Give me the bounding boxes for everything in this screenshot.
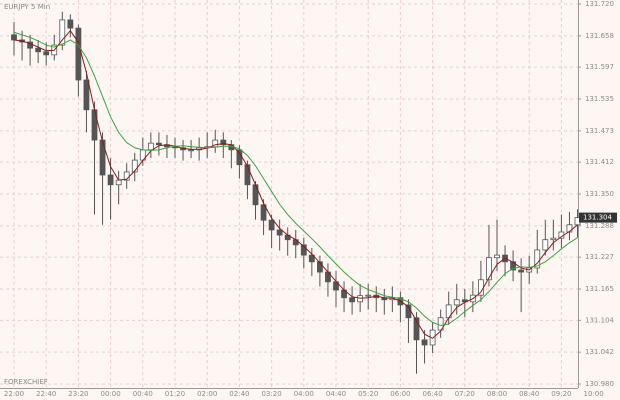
moving-average [13, 31, 578, 326]
x-tick-label: 06:40 [423, 390, 443, 398]
candle-body [357, 295, 364, 303]
x-tick-label: 02:00 [197, 390, 217, 398]
y-tick-label: 131.473 [585, 127, 614, 135]
y-tick-label: 131.412 [585, 158, 614, 166]
x-tick-label: 23:20 [68, 390, 88, 398]
y-tick-label: 131.597 [585, 63, 614, 71]
candle-body [220, 139, 227, 146]
y-tick-label: 131.288 [585, 222, 614, 230]
candle-body [212, 139, 219, 148]
y-tick-label: 131.658 [585, 32, 614, 40]
y-tick-label: 131.535 [585, 95, 614, 103]
candle-body [99, 139, 106, 176]
candle-body [147, 142, 154, 151]
candle-body [494, 254, 500, 259]
x-tick-label: 02:40 [229, 390, 249, 398]
candle-body [316, 261, 323, 273]
candle-body [35, 47, 42, 53]
watermark: FOREXCHIEF [4, 378, 48, 386]
last-price-label: 131.304 [583, 214, 612, 222]
x-tick-label: 09:20 [551, 390, 571, 398]
x-tick-label: 08:40 [519, 390, 539, 398]
candle-body [188, 149, 195, 152]
candle-body [260, 204, 267, 221]
candle-body [349, 297, 356, 303]
candle-body [413, 317, 420, 341]
candle-body [236, 149, 243, 166]
x-tick-label: 06:00 [390, 390, 410, 398]
candle-body [91, 109, 98, 141]
last-price-marker [579, 212, 617, 223]
candle-body [292, 239, 299, 246]
candle-body [365, 294, 372, 297]
candle-body [67, 19, 74, 29]
x-tick-label: 00:40 [133, 390, 153, 398]
candle-body [43, 51, 50, 56]
candle-body [308, 254, 315, 263]
y-tick-label: 131.042 [585, 348, 614, 356]
candle-body [115, 179, 122, 186]
candle-body [486, 257, 492, 281]
x-tick-label: 04:40 [326, 390, 346, 398]
y-tick-label: 131.720 [585, 0, 614, 8]
candle-body [107, 174, 114, 186]
candle-body [477, 279, 484, 296]
chart-title: EURJPY 5 Min [4, 3, 50, 11]
candle-body [155, 142, 162, 146]
candle-body [550, 237, 557, 241]
x-tick-label: 05:20 [358, 390, 378, 398]
moving-average [13, 29, 578, 339]
y-tick-label: 131.104 [585, 316, 614, 324]
x-tick-label: 00:00 [101, 390, 121, 398]
candle-body [421, 339, 428, 346]
x-tick-label: 03:20 [262, 390, 282, 398]
x-tick-label: 08:00 [487, 390, 507, 398]
x-tick-label: 07:20 [455, 390, 475, 398]
y-tick-label: 131.350 [585, 190, 614, 198]
candle-body [534, 249, 541, 269]
candle-body [83, 79, 90, 111]
candle-body [131, 159, 138, 173]
x-tick-label: 01:20 [165, 390, 185, 398]
y-tick-label: 130.980 [585, 380, 614, 388]
candle-body [542, 239, 549, 251]
candle-body [75, 27, 82, 81]
candle-body [437, 317, 444, 331]
candle-body [300, 244, 307, 256]
y-tick-label: 131.165 [585, 285, 614, 293]
x-tick-label: 22:40 [36, 390, 56, 398]
candle-body [276, 229, 283, 236]
candle-body [453, 299, 460, 306]
y-tick-label: 131.227 [585, 253, 614, 261]
grid [0, 0, 578, 388]
x-tick-label: 04:00 [294, 390, 314, 398]
candle-body [11, 34, 17, 41]
candle-body [518, 269, 525, 273]
candle-body [59, 19, 66, 46]
x-tick-label: 10:00 [584, 390, 604, 398]
x-tick-label: 22:00 [4, 390, 24, 398]
candle-body [268, 219, 275, 231]
candle-body [244, 164, 251, 186]
